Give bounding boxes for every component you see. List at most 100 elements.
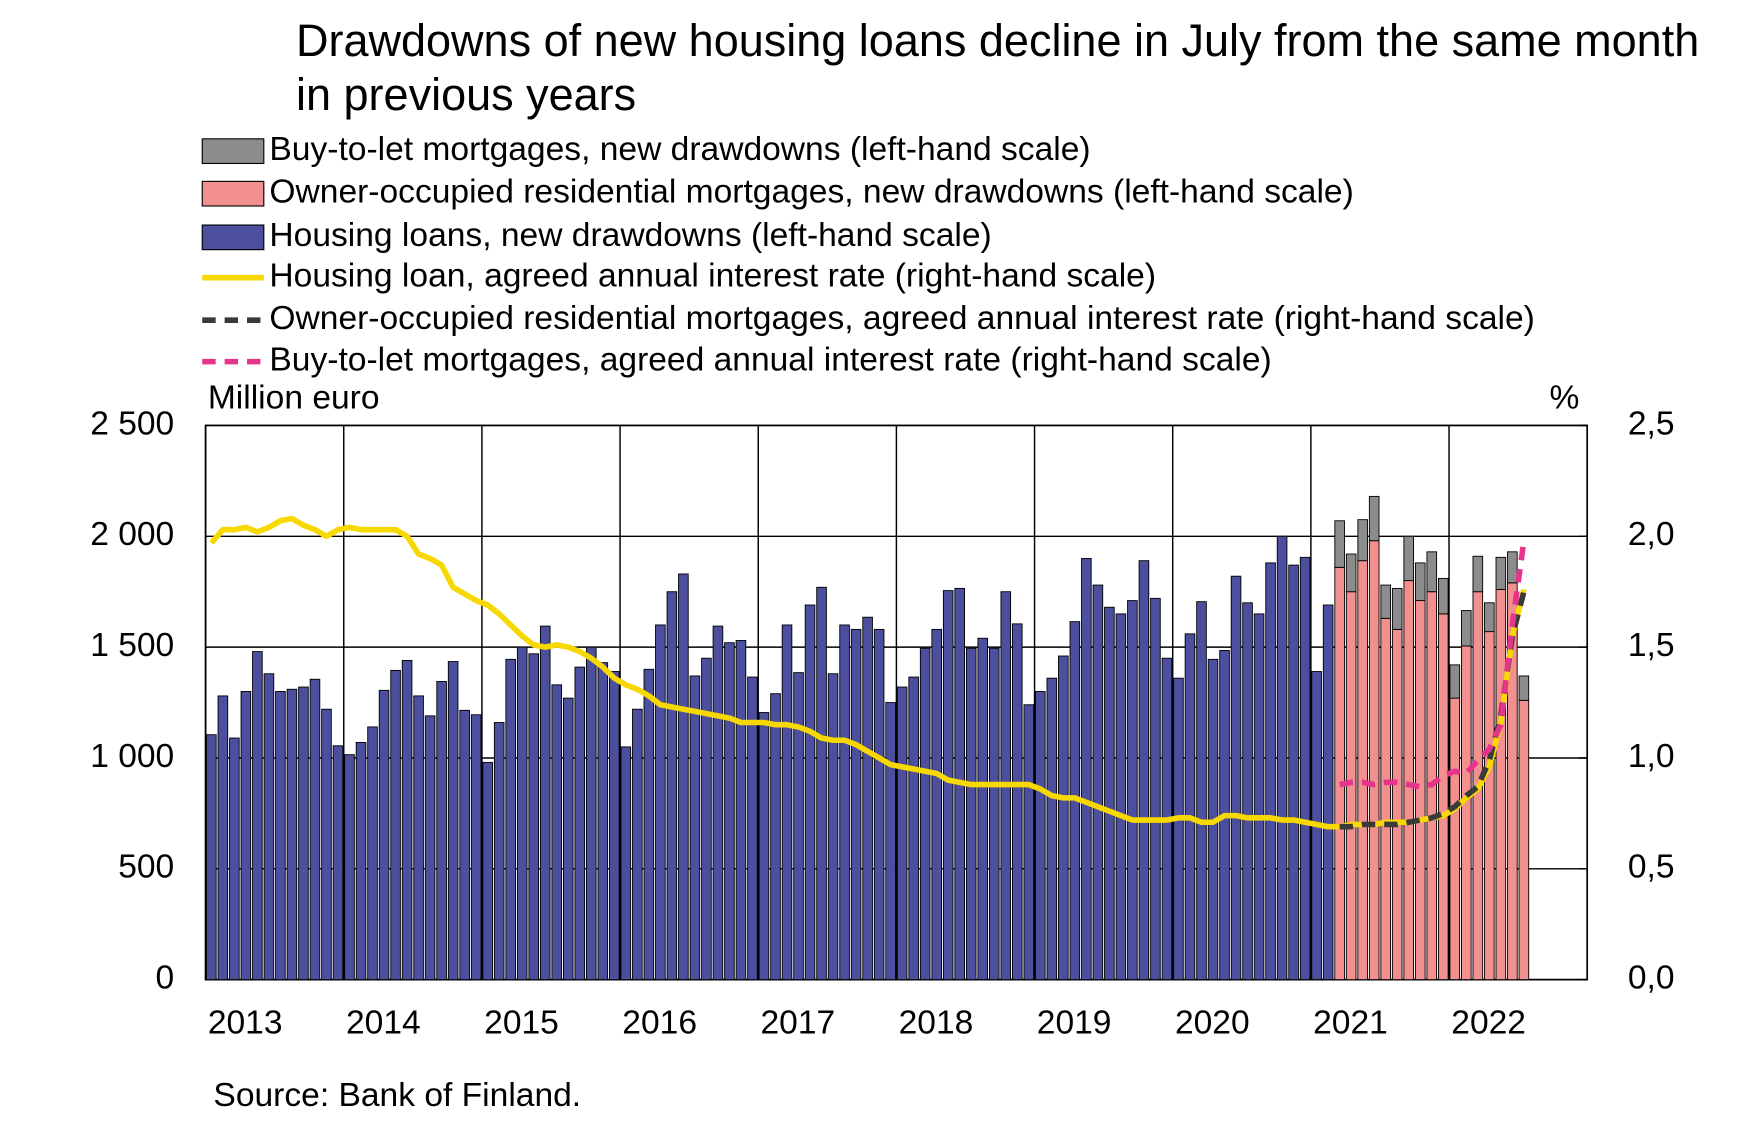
- y2-tick-label: 1,5: [1628, 627, 1675, 664]
- legend-swatch: [201, 224, 265, 251]
- bar: [413, 695, 424, 981]
- y2-tick-label: 0,0: [1628, 960, 1675, 997]
- bar: [1184, 633, 1196, 981]
- bar: [701, 657, 712, 981]
- bar: [781, 624, 793, 981]
- bar: [482, 761, 493, 981]
- bar: [655, 624, 666, 981]
- bar: [1368, 495, 1380, 542]
- bar: [620, 746, 632, 981]
- bar: [965, 647, 977, 981]
- bar: [493, 722, 505, 981]
- bar: [1011, 623, 1023, 981]
- bar: [712, 625, 724, 981]
- line: [1339, 540, 1527, 790]
- bar: [1461, 610, 1472, 647]
- bar: [747, 676, 758, 981]
- bar: [401, 659, 413, 981]
- bar: [862, 616, 873, 981]
- bar: [931, 628, 942, 981]
- bar: [1484, 631, 1495, 981]
- bar: [390, 669, 401, 981]
- y2-tick-label: 1,0: [1628, 738, 1675, 775]
- bar: [908, 676, 919, 981]
- bar: [1334, 566, 1345, 981]
- x-tick-label: 2016: [622, 1004, 697, 1041]
- y-tick-label: 1 000: [90, 738, 174, 775]
- y2-tick-label: 0,5: [1628, 849, 1675, 886]
- bar: [1173, 677, 1184, 981]
- bar: [1437, 613, 1449, 981]
- bar: [516, 646, 528, 981]
- bar: [597, 662, 609, 981]
- bar: [1380, 617, 1391, 981]
- bar: [1414, 600, 1426, 981]
- bar: [1242, 602, 1253, 981]
- bar: [1449, 697, 1461, 981]
- grid: [204, 424, 1589, 981]
- x-tick-label: 2018: [899, 1004, 974, 1041]
- bar: [1104, 606, 1115, 981]
- bar: [1334, 520, 1345, 568]
- bar: [839, 624, 850, 981]
- bar: [919, 647, 931, 981]
- bar: [666, 591, 678, 981]
- bar: [263, 673, 275, 981]
- bar: [1230, 575, 1242, 981]
- bar: [735, 640, 747, 981]
- y-tick-label: 2 500: [90, 405, 174, 442]
- legend: Buy-to-let mortgages, new drawdowns (lef…: [201, 131, 1535, 379]
- bar: [1403, 580, 1415, 981]
- bar: [1092, 584, 1104, 981]
- bar: [1299, 556, 1311, 981]
- bar: [298, 686, 309, 981]
- bar: [424, 715, 436, 981]
- bar: [1265, 562, 1276, 981]
- bar: [942, 590, 954, 981]
- bar: [367, 726, 378, 981]
- lines: [209, 515, 1527, 830]
- bar: [1046, 677, 1058, 981]
- bar: [1414, 562, 1426, 602]
- bar: [804, 604, 816, 981]
- bar: [1437, 577, 1449, 615]
- bar: [977, 637, 989, 981]
- bar: [344, 754, 355, 981]
- bar: [678, 573, 689, 981]
- bar: [1357, 560, 1368, 981]
- bar: [1484, 602, 1495, 633]
- bar: [332, 745, 344, 981]
- bar: [1391, 587, 1403, 630]
- bar: [1461, 645, 1472, 981]
- bar: [1115, 613, 1127, 981]
- bar: [574, 666, 586, 981]
- bar: [286, 688, 298, 981]
- bar: [1426, 551, 1438, 593]
- y-axis-label: Million euro: [208, 380, 380, 417]
- legend-label: Buy-to-let mortgages, agreed annual inte…: [269, 342, 1271, 379]
- x-tick-label: 2017: [760, 1004, 835, 1041]
- bar: [240, 691, 252, 981]
- y-tick-label: 0: [156, 960, 175, 997]
- bar: [217, 695, 229, 981]
- bar: [1196, 601, 1207, 981]
- bar: [988, 647, 1000, 981]
- y-tick-label: 500: [118, 849, 174, 886]
- legend-label: Owner-occupied residential mortgages, ag…: [269, 300, 1534, 337]
- bar: [643, 668, 655, 981]
- chart-title: Drawdowns of new housing loans decline i…: [296, 15, 1700, 120]
- y-tick-label: 2 000: [90, 516, 174, 553]
- bar: [309, 678, 321, 981]
- line: [1339, 591, 1527, 830]
- bar: [1391, 628, 1403, 981]
- bar: [1495, 556, 1507, 590]
- bar: [1081, 558, 1092, 981]
- line: [209, 515, 1527, 830]
- bar: [551, 684, 563, 981]
- x-tick-label: 2022: [1451, 1004, 1526, 1041]
- bar: [539, 625, 551, 981]
- legend-swatch: [201, 138, 265, 165]
- bar: [1035, 691, 1046, 981]
- x-tick-label: 2020: [1175, 1004, 1250, 1041]
